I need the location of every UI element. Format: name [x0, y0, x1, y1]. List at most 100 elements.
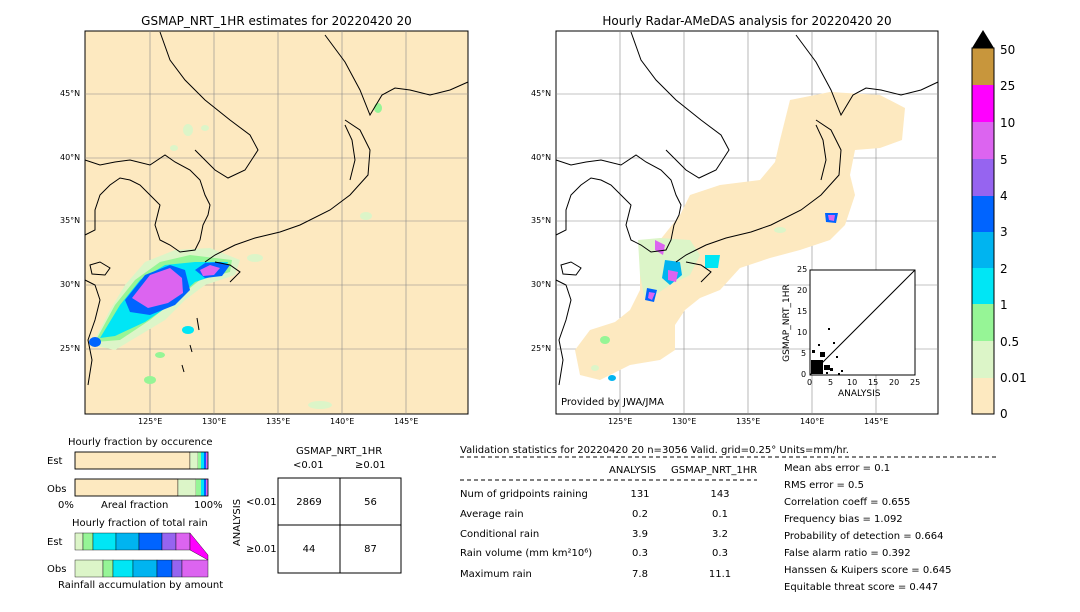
right-lon-label: 135°E [736, 417, 761, 426]
right-lat-label: 30°N [531, 280, 552, 289]
colorbar-label: 3 [1000, 225, 1008, 239]
colorbar-label: 0.5 [1000, 335, 1020, 349]
right-lat-label: 35°N [531, 216, 552, 225]
validation-row-label: Average rain [460, 509, 524, 520]
colorbar-label: 0.01 [1000, 371, 1027, 385]
validation-col-gsmap: GSMAP_NRT_1HR [671, 465, 758, 476]
contingency-col-header: ≥0.01 [355, 460, 386, 471]
right-lon-label: 125°E [608, 417, 633, 426]
validation-score: Equitable threat score = 0.447 [784, 582, 939, 593]
validation-header: Validation statistics for 20220420 20 n=… [460, 445, 849, 456]
scatter-points [811, 328, 843, 375]
occurrence-row-label: Est [47, 456, 63, 467]
validation-score: RMS error = 0.5 [784, 480, 864, 491]
right-lat-label: 25°N [531, 344, 552, 353]
occurrence-title: Hourly fraction by occurence [68, 437, 213, 448]
right-lat-label: 40°N [531, 153, 552, 162]
right-map-title: Hourly Radar-AMeDAS analysis for 2022042… [602, 14, 892, 28]
scatter-y-tick: 25 [797, 265, 808, 274]
left-lon-label: 145°E [394, 417, 419, 426]
validation-score: Hanssen & Kuipers score = 0.645 [784, 565, 952, 576]
validation-row-gsmap: 11.1 [708, 569, 732, 580]
scatter-x-label: ANALYSIS [838, 389, 881, 399]
left-lat-label: 40°N [60, 153, 81, 162]
colorbar-label: 1 [1000, 298, 1008, 312]
data-credit: Provided by JWA/JMA [561, 397, 664, 408]
validation-score: Probability of detection = 0.664 [784, 531, 944, 542]
left-lon-label: 125°E [138, 417, 163, 426]
colorbar-label: 4 [1000, 189, 1008, 203]
left-lon-label: 130°E [202, 417, 227, 426]
right-lon-label: 130°E [672, 417, 697, 426]
validation-score: False alarm ratio = 0.392 [784, 548, 911, 559]
validation-row-label: Maximum rain [460, 569, 532, 580]
colorbar-label: 2 [1000, 262, 1008, 276]
validation-row-analysis: 0.3 [632, 548, 648, 559]
contingency-cell: 87 [364, 544, 377, 555]
contingency-row-header: ≥0.01 [246, 544, 277, 555]
scatter-x-tick: 10 [847, 378, 858, 387]
validation-row-analysis: 7.8 [632, 569, 648, 580]
colorbar-label: 5 [1000, 153, 1008, 167]
left-lat-label: 25°N [60, 344, 81, 353]
scatter-y-tick: 10 [797, 328, 808, 337]
colorbar-label: 25 [1000, 79, 1016, 93]
occurrence-x-mid: Areal fraction [101, 500, 169, 511]
left-rain-field [89, 103, 382, 409]
validation-score: Frequency bias = 1.092 [784, 514, 903, 525]
radar-coverage [575, 92, 905, 381]
validation-row-gsmap: 0.3 [712, 548, 728, 559]
contingency-title: GSMAP_NRT_1HR [296, 446, 383, 457]
rain-fraction-x-label: Rainfall accumulation by amount [58, 580, 224, 591]
occurrence-x-left: 0% [58, 500, 74, 511]
right-lon-label: 145°E [864, 417, 889, 426]
left-lat-label: 35°N [60, 216, 81, 225]
validation-row-label: Rain volume (mm km²10⁶) [460, 548, 593, 559]
validation-col-analysis: ANALYSIS [609, 465, 657, 476]
scatter-x-tick: 20 [889, 378, 900, 387]
validation-row-label: Conditional rain [460, 529, 540, 540]
scatter-y-tick: 20 [797, 286, 808, 295]
scatter-x-tick: 5 [828, 378, 834, 387]
colorbar-label: 10 [1000, 116, 1016, 130]
validation-score: Correlation coeff = 0.655 [784, 497, 911, 508]
rain-fraction-title: Hourly fraction of total rain [72, 518, 208, 529]
validation-row-analysis: 0.2 [632, 509, 648, 520]
contingency-cell: 56 [364, 497, 377, 508]
left-lat-label: 45°N [60, 89, 81, 98]
validation-row-analysis: 3.9 [632, 529, 648, 540]
rain-fraction-row-label: Est [47, 537, 63, 548]
left-map-title: GSMAP_NRT_1HR estimates for 20220420 20 [141, 14, 412, 28]
scatter-y-tick: 15 [797, 307, 808, 316]
left-lon-label: 135°E [266, 417, 291, 426]
colorbar-label: 0 [1000, 407, 1008, 421]
validation-score: Mean abs error = 0.1 [784, 463, 891, 474]
scatter-y-tick: 5 [801, 349, 807, 358]
scatter-x-tick: 25 [910, 378, 921, 387]
contingency-row-header: <0.01 [246, 497, 277, 508]
right-lat-label: 45°N [531, 89, 552, 98]
validation-row-label: Num of gridpoints raining [460, 489, 588, 500]
validation-row-gsmap: 143 [710, 489, 730, 500]
scatter-x-tick: 0 [807, 378, 813, 387]
validation-row-gsmap: 3.2 [712, 529, 728, 540]
scatter-x-tick: 15 [868, 378, 879, 387]
occurrence-row-label: Obs [47, 484, 67, 495]
right-lon-label: 140°E [800, 417, 825, 426]
colorbar-label: 50 [1000, 43, 1016, 57]
scatter-y-tick: 0 [801, 370, 807, 379]
validation-row-gsmap: 0.1 [712, 509, 728, 520]
occurrence-x-right: 100% [194, 500, 223, 511]
validation-row-analysis: 131 [630, 489, 650, 500]
left-lat-label: 30°N [60, 280, 81, 289]
contingency-cell: 44 [302, 544, 316, 555]
contingency-cell: 2869 [296, 497, 322, 508]
